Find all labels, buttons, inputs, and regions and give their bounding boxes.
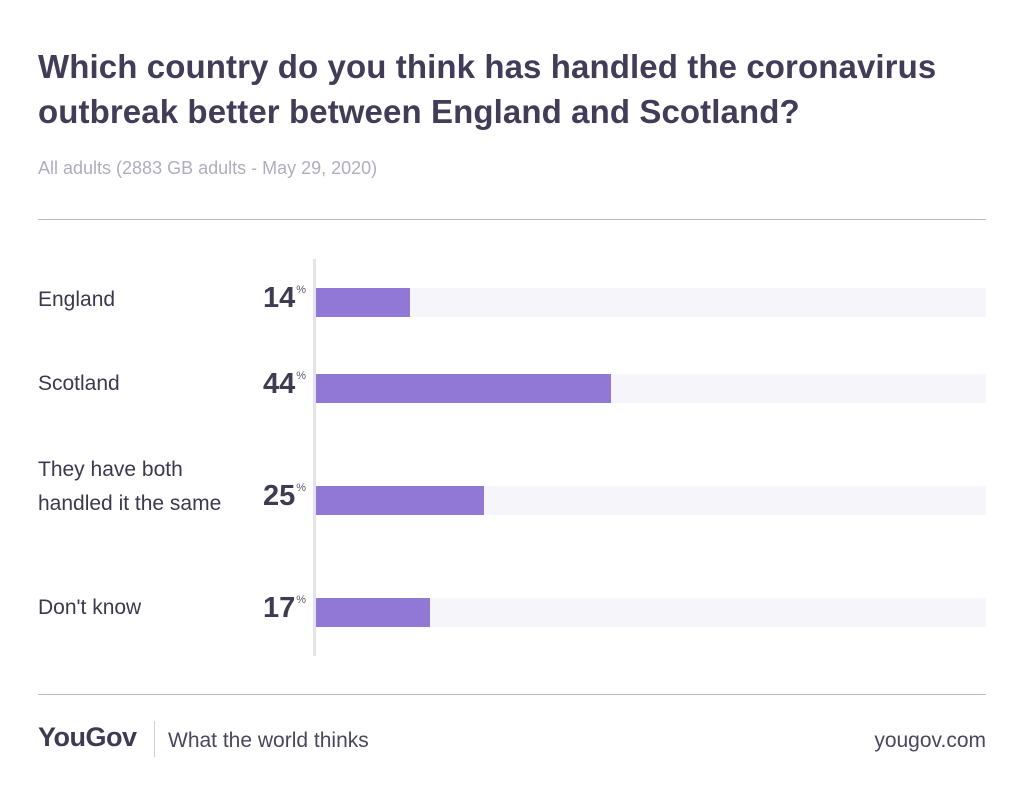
footer-tagline: What the world thinks [168, 729, 369, 752]
value-label: 25% [190, 480, 306, 520]
category-label: Don't know [38, 596, 142, 619]
bar [316, 598, 430, 627]
value-number: 14 [262, 282, 296, 314]
value-unit: % [296, 594, 306, 606]
bar-track [316, 374, 986, 403]
value-number: 44 [262, 368, 296, 400]
value-label: 17% [190, 592, 306, 632]
category-label: England [38, 288, 116, 311]
axis-line [313, 259, 316, 656]
value-label: 14% [190, 282, 306, 322]
value-label: 44% [190, 368, 306, 408]
bar [316, 486, 484, 515]
value-number: 25 [262, 480, 296, 512]
value-unit: % [296, 482, 306, 494]
category-label: Scotland [38, 372, 120, 395]
bar [316, 374, 611, 403]
bar-track [316, 288, 986, 317]
value-number: 17 [262, 592, 296, 624]
footer-url[interactable]: yougov.com [874, 729, 986, 752]
value-unit: % [296, 284, 306, 296]
chart-title: Which country do you think has handled t… [38, 48, 937, 130]
bar [316, 288, 410, 317]
chart-subtitle: All adults (2883 GB adults - May 29, 202… [38, 158, 378, 178]
value-unit: % [296, 370, 306, 382]
bottom-divider [38, 694, 986, 695]
yougov-logo: YouGov [38, 722, 137, 752]
footer-separator [154, 721, 155, 757]
bar-track [316, 598, 986, 627]
top-divider [38, 219, 986, 220]
bar-track [316, 486, 986, 515]
category-label: They have both handled it the same [38, 458, 222, 515]
